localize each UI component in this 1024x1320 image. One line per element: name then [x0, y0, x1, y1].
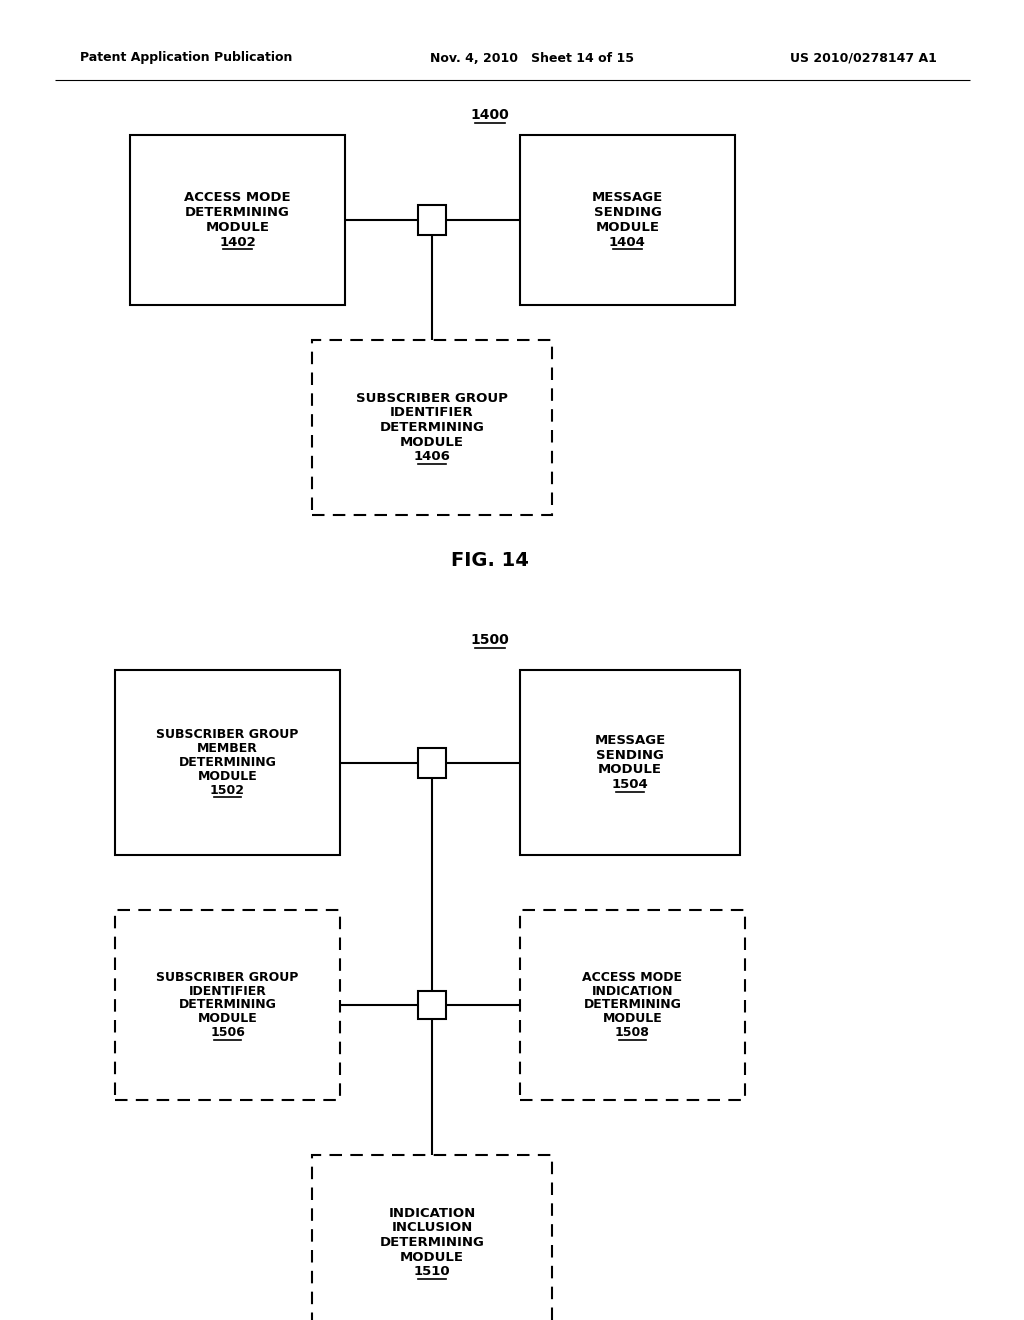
Text: MODULE: MODULE	[603, 1012, 663, 1026]
Text: SUBSCRIBER GROUP: SUBSCRIBER GROUP	[356, 392, 508, 404]
Text: 1402: 1402	[219, 235, 256, 248]
Text: 1502: 1502	[210, 784, 245, 797]
Text: MODULE: MODULE	[198, 1012, 257, 1026]
Text: MESSAGE: MESSAGE	[592, 191, 664, 205]
Text: DETERMINING: DETERMINING	[178, 756, 276, 770]
Text: ACCESS MODE: ACCESS MODE	[184, 191, 291, 205]
Text: MEMBER: MEMBER	[197, 742, 258, 755]
Text: ACCESS MODE: ACCESS MODE	[583, 970, 683, 983]
Text: INDICATION: INDICATION	[592, 985, 673, 998]
Text: Nov. 4, 2010   Sheet 14 of 15: Nov. 4, 2010 Sheet 14 of 15	[430, 51, 634, 65]
Text: 1400: 1400	[471, 108, 509, 121]
Text: DETERMINING: DETERMINING	[380, 1236, 484, 1249]
Text: IDENTIFIER: IDENTIFIER	[188, 985, 266, 998]
Bar	[418, 991, 446, 1019]
Text: DETERMINING: DETERMINING	[178, 998, 276, 1011]
Text: INCLUSION: INCLUSION	[391, 1221, 473, 1234]
Text: 1508: 1508	[615, 1027, 650, 1039]
Bar	[418, 205, 446, 235]
Text: 1510: 1510	[414, 1266, 451, 1279]
Text: MODULE: MODULE	[198, 770, 257, 783]
Text: 1500: 1500	[471, 634, 509, 647]
Text: 1506: 1506	[210, 1027, 245, 1039]
Bar	[520, 909, 745, 1100]
Text: 1504: 1504	[611, 777, 648, 791]
Bar	[312, 341, 552, 515]
Text: SUBSCRIBER GROUP: SUBSCRIBER GROUP	[157, 970, 299, 983]
Text: FIG. 14: FIG. 14	[451, 550, 529, 569]
Text: 1406: 1406	[414, 450, 451, 463]
Text: Patent Application Publication: Patent Application Publication	[80, 51, 293, 65]
Bar	[130, 135, 345, 305]
Text: SUBSCRIBER GROUP: SUBSCRIBER GROUP	[157, 729, 299, 741]
Bar	[520, 135, 735, 305]
Text: MESSAGE: MESSAGE	[594, 734, 666, 747]
Text: MODULE: MODULE	[400, 436, 464, 449]
Text: DETERMINING: DETERMINING	[584, 998, 681, 1011]
Text: DETERMINING: DETERMINING	[380, 421, 484, 434]
Bar	[312, 1155, 552, 1320]
Text: SENDING: SENDING	[594, 206, 662, 219]
Bar	[115, 909, 340, 1100]
Text: MODULE: MODULE	[400, 1251, 464, 1263]
Bar	[520, 671, 740, 855]
Text: US 2010/0278147 A1: US 2010/0278147 A1	[790, 51, 937, 65]
Bar	[418, 747, 446, 777]
Text: DETERMINING: DETERMINING	[185, 206, 290, 219]
Text: MODULE: MODULE	[596, 220, 659, 234]
Text: MODULE: MODULE	[206, 220, 269, 234]
Bar	[115, 671, 340, 855]
Text: 1404: 1404	[609, 235, 646, 248]
Text: INDICATION: INDICATION	[388, 1206, 475, 1220]
Text: SENDING: SENDING	[596, 748, 664, 762]
Text: MODULE: MODULE	[598, 763, 662, 776]
Text: IDENTIFIER: IDENTIFIER	[390, 407, 474, 420]
